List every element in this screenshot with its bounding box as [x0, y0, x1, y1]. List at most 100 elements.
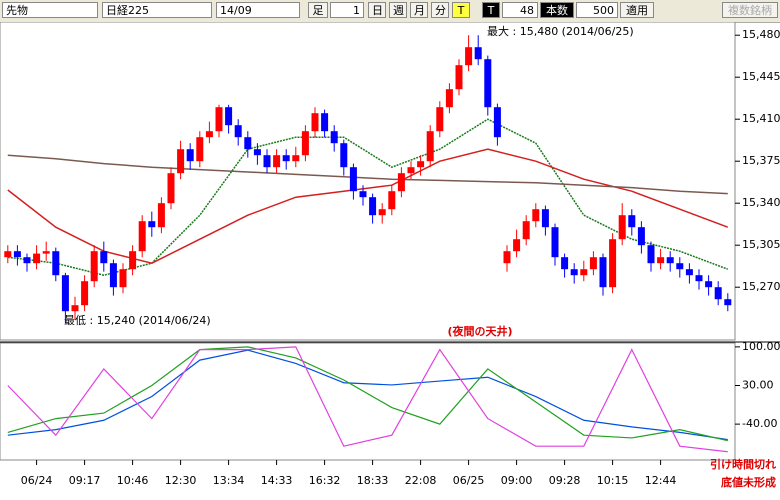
- candle-body: [119, 269, 127, 288]
- x-tick-label: 12:44: [645, 474, 677, 487]
- candle-body: [666, 257, 674, 264]
- candle-body: [417, 161, 425, 168]
- candle-body: [81, 281, 89, 306]
- day-button[interactable]: 日: [368, 2, 386, 18]
- candle-body: [177, 149, 185, 174]
- y-tick-label: 15,445: [742, 70, 780, 83]
- candle-body: [388, 191, 396, 210]
- bar-label: 足: [308, 2, 328, 18]
- chart: 最大 : 15,480 (2014/06/25) 最低 : 15,240 (20…: [0, 22, 780, 489]
- oscillator-line: [7, 346, 728, 453]
- candle-body: [244, 137, 252, 150]
- y-tick-label: 15,375: [742, 154, 780, 167]
- candle-body: [282, 155, 290, 162]
- candle-body: [129, 251, 137, 270]
- candle-body: [4, 251, 12, 258]
- note: 引け時間切れ: [710, 457, 776, 471]
- candle-body: [196, 137, 204, 162]
- x-tick-label: 13:34: [213, 474, 245, 487]
- candle-body: [714, 287, 722, 300]
- candle-body: [13, 251, 21, 258]
- min-annotation: 最低 : 15,240 (2014/06/24): [64, 314, 211, 327]
- candle-body: [205, 131, 213, 138]
- candle-body: [474, 47, 482, 60]
- candle-body: [71, 305, 79, 312]
- y-tick-label: 30.00: [742, 378, 774, 391]
- x-tick-label: 09:28: [549, 474, 581, 487]
- x-tick-label: 16:32: [309, 474, 341, 487]
- candle-body: [445, 89, 453, 108]
- candle-body: [109, 263, 117, 288]
- bar-count[interactable]: 1: [330, 2, 364, 18]
- x-tick-label: 18:33: [357, 474, 389, 487]
- candle-body: [253, 149, 261, 156]
- candle-body: [330, 131, 338, 144]
- candle-body: [647, 245, 655, 264]
- candle-body: [570, 269, 578, 276]
- candle-body: [522, 221, 530, 240]
- market-select[interactable]: 先物: [2, 2, 98, 18]
- candle-body: [42, 251, 50, 254]
- moving-average: [7, 154, 728, 195]
- candle-body: [397, 173, 405, 192]
- candle-body: [340, 143, 348, 168]
- x-tick-label: 06/25: [453, 474, 485, 487]
- main-panel: [0, 22, 736, 341]
- x-tick-label: 06/24: [21, 474, 53, 487]
- candle-body: [61, 275, 69, 312]
- candle-body: [628, 215, 636, 228]
- toolbar: 先物 日経225 14/09 足 1 日 週 月 分 T T 48 本数 500…: [0, 0, 780, 23]
- apply-button[interactable]: 適用: [620, 2, 654, 18]
- candle-body: [532, 209, 540, 222]
- max-annotation: 最大 : 15,480 (2014/06/25): [487, 24, 634, 38]
- candle-body: [407, 167, 415, 174]
- candle-body: [676, 263, 684, 270]
- candle-body: [378, 209, 386, 216]
- t-value[interactable]: 48: [502, 2, 538, 18]
- note: 底値未形成: [721, 475, 776, 489]
- candle-body: [311, 113, 319, 132]
- candle-body: [503, 251, 511, 264]
- month-select[interactable]: 14/09: [216, 2, 300, 18]
- candle-body: [541, 209, 549, 228]
- candle-body: [359, 191, 367, 198]
- candle-body: [705, 281, 713, 288]
- candle-body: [148, 221, 156, 228]
- x-tick-label: 09:17: [69, 474, 101, 487]
- candle-body: [436, 107, 444, 132]
- candle-body: [455, 65, 463, 90]
- candle-body: [589, 257, 597, 270]
- candle-body: [157, 203, 165, 228]
- count-value[interactable]: 500: [576, 2, 618, 18]
- minute-button[interactable]: 分: [431, 2, 449, 18]
- y-tick-label: -40.00: [742, 417, 777, 430]
- candle-body: [369, 197, 377, 216]
- oscillator-line: [7, 346, 728, 442]
- y-tick-label: 15,410: [742, 112, 780, 125]
- multi-button[interactable]: 複数銘柄: [722, 2, 778, 18]
- y-tick-label: 15,305: [742, 238, 780, 251]
- index-select[interactable]: 日経225: [102, 2, 212, 18]
- candle-body: [23, 257, 31, 264]
- candle-body: [618, 215, 626, 240]
- candle-body: [561, 257, 569, 270]
- candle-body: [52, 251, 60, 276]
- candle-body: [292, 155, 300, 162]
- tick-button[interactable]: T: [452, 2, 470, 18]
- candle-body: [484, 59, 492, 108]
- oscillator-panel: [0, 342, 736, 461]
- candle-body: [138, 221, 146, 252]
- month-button[interactable]: 月: [410, 2, 428, 18]
- candle-body: [695, 275, 703, 282]
- candle-body: [637, 227, 645, 246]
- x-tick-label: 10:46: [117, 474, 149, 487]
- count-label: 本数: [540, 2, 574, 18]
- week-button[interactable]: 週: [389, 2, 407, 18]
- candle-body: [349, 167, 357, 192]
- x-tick-label: 14:33: [261, 474, 293, 487]
- night-top-annotation: (夜間の天井): [447, 324, 512, 338]
- oscillator-line: [7, 349, 728, 441]
- moving-average: [7, 148, 729, 264]
- y-tick-label: 15,340: [742, 196, 780, 209]
- x-tick-label: 22:08: [405, 474, 437, 487]
